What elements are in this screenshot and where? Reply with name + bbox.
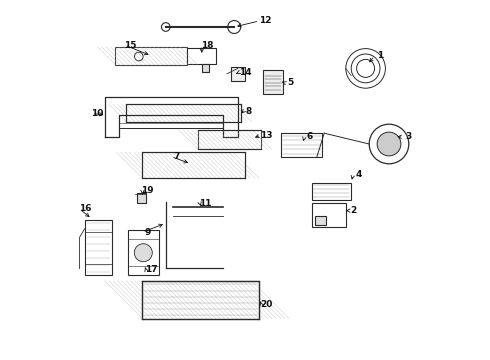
Circle shape	[228, 21, 241, 33]
Circle shape	[134, 244, 152, 262]
Bar	[128, 230, 159, 275]
Text: 16: 16	[78, 204, 91, 213]
Text: 8: 8	[245, 107, 252, 116]
FancyBboxPatch shape	[116, 47, 187, 65]
FancyBboxPatch shape	[126, 104, 242, 122]
Text: 1: 1	[377, 51, 383, 60]
Text: 5: 5	[287, 78, 293, 87]
Circle shape	[369, 124, 409, 164]
Bar	[263, 70, 283, 94]
Text: 18: 18	[201, 41, 214, 50]
Circle shape	[162, 23, 170, 31]
Text: 7: 7	[173, 152, 180, 161]
Text: 10: 10	[91, 109, 103, 118]
Text: 9: 9	[145, 228, 151, 237]
Circle shape	[134, 52, 143, 61]
FancyBboxPatch shape	[198, 130, 261, 149]
Text: 19: 19	[142, 186, 154, 195]
Bar	[312, 203, 346, 227]
FancyBboxPatch shape	[143, 152, 245, 178]
Bar	[187, 48, 216, 64]
Text: 4: 4	[355, 170, 362, 179]
Bar	[202, 64, 209, 72]
Bar	[137, 193, 146, 203]
Bar	[231, 67, 245, 81]
Bar	[315, 216, 326, 225]
Text: 14: 14	[239, 68, 251, 77]
Text: 17: 17	[145, 266, 158, 275]
Bar	[281, 133, 322, 157]
Bar	[85, 220, 112, 275]
FancyBboxPatch shape	[143, 281, 259, 319]
Text: 11: 11	[199, 199, 212, 208]
Bar	[312, 183, 351, 200]
Text: 2: 2	[350, 206, 356, 215]
Text: 12: 12	[259, 17, 271, 26]
Text: 13: 13	[260, 131, 273, 140]
Text: 3: 3	[406, 132, 412, 141]
Text: 20: 20	[260, 300, 273, 309]
Text: 6: 6	[307, 132, 313, 141]
Circle shape	[377, 132, 401, 156]
Text: 15: 15	[123, 41, 136, 50]
